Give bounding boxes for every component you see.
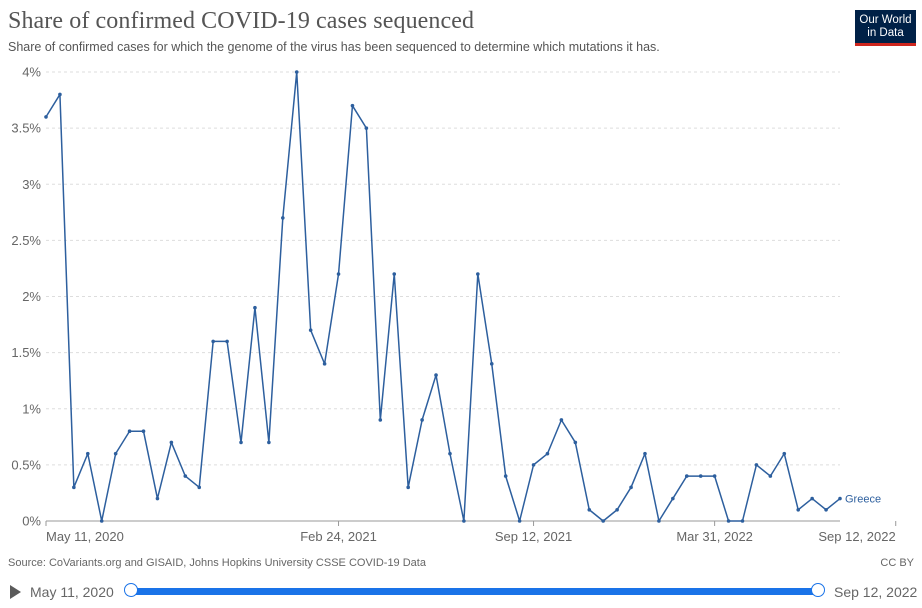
data-point[interactable]	[503, 474, 508, 478]
y-tick-label: 1.5%	[11, 345, 41, 360]
data-point[interactable]	[559, 418, 564, 422]
data-point[interactable]	[643, 451, 647, 456]
timeline: May 11, 2020 Sep 12, 2022	[0, 580, 922, 604]
x-tick-label: Feb 24, 2021	[300, 529, 377, 544]
x-tick-label: Mar 31, 2022	[676, 529, 753, 544]
data-point[interactable]	[517, 519, 522, 523]
data-point[interactable]	[253, 305, 257, 310]
data-point[interactable]	[810, 496, 814, 501]
line-chart: 0% 0.5% 1% 1.5% 2% 2.5% 3% 3.5% 4% May 11, 2020 F…	[11, 65, 897, 544]
data-point[interactable]	[712, 474, 717, 478]
data-point[interactable]	[267, 440, 271, 445]
data-point[interactable]	[113, 451, 118, 456]
data-point[interactable]	[671, 496, 675, 501]
y-axis-ticks: 0% 0.5% 1% 1.5% 2% 2.5% 3% 3.5% 4%	[11, 65, 41, 529]
owid-logo[interactable]: Our World in Data	[855, 10, 916, 46]
logo-line-2: in Data	[867, 27, 904, 39]
y-tick-label: 2%	[22, 289, 41, 304]
data-point[interactable]	[322, 362, 327, 366]
data-point[interactable]	[336, 272, 341, 276]
y-tick-label: 0.5%	[11, 457, 41, 472]
data-point[interactable]	[434, 373, 438, 377]
timeline-start-label: May 11, 2020	[30, 584, 114, 600]
data-point[interactable]	[85, 451, 90, 456]
data-point[interactable]	[225, 339, 229, 344]
data-point[interactable]	[58, 92, 62, 97]
series-line[interactable]	[45, 71, 841, 522]
data-point[interactable]	[127, 429, 132, 434]
play-icon[interactable]	[10, 585, 21, 599]
y-tick-label: 2.5%	[11, 233, 41, 248]
data-point[interactable]	[462, 519, 466, 523]
data-point[interactable]	[489, 362, 494, 366]
data-point[interactable]	[169, 440, 174, 445]
data-point[interactable]	[573, 440, 578, 445]
data-point[interactable]	[782, 451, 787, 456]
data-point[interactable]	[378, 418, 383, 422]
data-point[interactable]	[796, 507, 801, 512]
data-point[interactable]	[587, 507, 592, 512]
data-point[interactable]	[44, 115, 48, 119]
data-point[interactable]	[657, 519, 661, 523]
data-point[interactable]	[392, 272, 397, 276]
x-tick-label: Sep 12, 2022	[818, 529, 895, 544]
data-point[interactable]	[615, 507, 619, 512]
data-point[interactable]	[183, 474, 188, 478]
series-label[interactable]: Greece	[845, 494, 881, 506]
data-point[interactable]	[754, 463, 759, 467]
timeline-track[interactable]	[131, 588, 819, 595]
data-point[interactable]	[726, 519, 731, 523]
data-point[interactable]	[364, 126, 369, 130]
data-point[interactable]	[197, 485, 202, 490]
license-link[interactable]: CC BY	[880, 557, 914, 569]
timeline-start-handle[interactable]	[124, 583, 138, 597]
data-point[interactable]	[824, 507, 828, 512]
grid-lines	[46, 71, 840, 522]
data-point[interactable]	[448, 451, 452, 456]
x-axis-ticks: May 11, 2020 Feb 24, 2021 Sep 12, 2021 Mar …	[45, 521, 897, 544]
chart-subtitle: Share of confirmed cases for which the g…	[8, 40, 660, 54]
data-point[interactable]	[531, 463, 536, 467]
y-tick-label: 3%	[22, 177, 41, 192]
data-point[interactable]	[740, 519, 745, 523]
data-point[interactable]	[294, 70, 299, 74]
data-point[interactable]	[684, 474, 689, 478]
timeline-end-handle[interactable]	[811, 583, 825, 597]
data-point[interactable]	[545, 451, 550, 456]
x-tick-label: Sep 12, 2021	[495, 529, 572, 544]
data-point[interactable]	[420, 418, 424, 422]
x-tick-label: May 11, 2020	[46, 529, 124, 544]
data-point[interactable]	[99, 519, 104, 523]
source-note[interactable]: Source: CoVariants.org and GISAID, Johns…	[8, 557, 426, 569]
data-point[interactable]	[141, 429, 146, 434]
data-point[interactable]	[629, 485, 633, 490]
timeline-end-label: Sep 12, 2022	[834, 584, 918, 600]
data-point[interactable]	[72, 485, 76, 490]
y-tick-label: 1%	[22, 401, 41, 416]
y-tick-label: 4%	[22, 65, 41, 80]
data-point[interactable]	[698, 474, 703, 478]
data-point[interactable]	[155, 496, 160, 501]
y-tick-label: 3.5%	[11, 121, 41, 136]
data-point[interactable]	[211, 339, 215, 344]
data-point[interactable]	[281, 216, 285, 220]
logo-line-1: Our World	[859, 14, 912, 26]
data-point[interactable]	[350, 103, 355, 108]
data-point[interactable]	[768, 474, 773, 478]
y-tick-label: 0%	[22, 514, 41, 529]
chart-title: Share of confirmed COVID-19 cases sequen…	[8, 8, 475, 34]
data-point[interactable]	[601, 519, 605, 523]
data-point[interactable]	[838, 496, 842, 501]
data-point[interactable]	[406, 485, 410, 490]
data-point[interactable]	[476, 272, 480, 276]
data-point[interactable]	[308, 328, 313, 332]
series-greece[interactable]: Greece	[44, 70, 881, 523]
data-point[interactable]	[239, 440, 243, 445]
